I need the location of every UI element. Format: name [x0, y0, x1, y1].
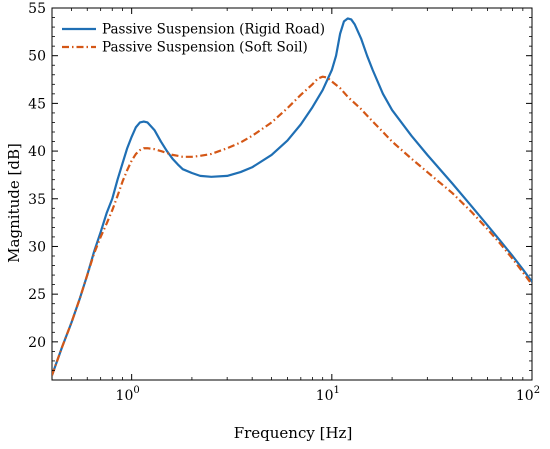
legend-label-2: Passive Suspension (Soft Soil): [102, 40, 308, 56]
series-layer: [52, 17, 532, 376]
plot-frame: [51, 7, 533, 381]
y-axis-label: Magnitude [dB]: [5, 143, 23, 263]
y-tick-label: 35: [28, 192, 46, 208]
y-tick-label: 25: [28, 287, 46, 303]
y-tick-label: 50: [28, 49, 46, 65]
legend-label-1: Passive Suspension (Rigid Road): [102, 22, 325, 38]
x-tick-label: 102: [516, 385, 540, 404]
x-tick-label: 100: [116, 385, 140, 404]
y-tick-label: 30: [28, 239, 46, 255]
x-tick-label: 101: [316, 385, 340, 404]
y-tick-label: 20: [28, 335, 46, 351]
series-line-2: [52, 75, 532, 376]
y-tick-label: 40: [28, 144, 46, 160]
legend: Passive Suspension (Rigid Road) Passive S…: [62, 22, 325, 56]
y-tick-label: 55: [28, 1, 46, 17]
series-line-1: [52, 17, 532, 376]
x-axis-label: Frequency [Hz]: [234, 424, 353, 442]
axes-layer: [51, 7, 533, 381]
y-tick-label: 45: [28, 96, 46, 112]
